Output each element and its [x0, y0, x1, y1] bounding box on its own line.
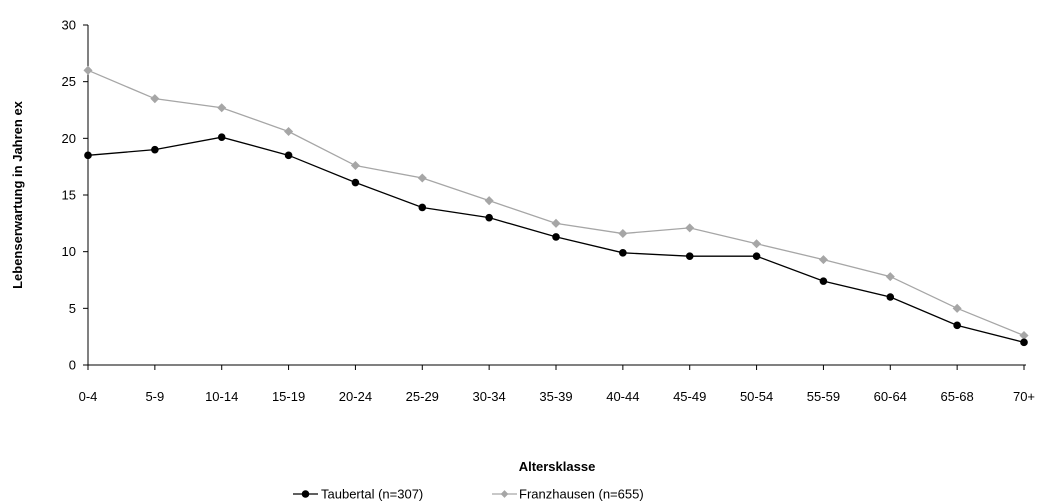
y-tick-label: 30: [62, 18, 76, 33]
series-layer: [83, 65, 1029, 347]
legend-label-taubertal: Taubertal (n=307): [321, 487, 423, 502]
data-point-taubertal: [819, 277, 828, 285]
y-ticks: 0 5 10 15 20 25 30: [62, 18, 88, 373]
data-point-franzhausen: [551, 218, 561, 228]
data-point-franzhausen: [1019, 331, 1029, 341]
data-point-taubertal: [284, 151, 293, 160]
y-tick-label: 25: [62, 74, 76, 89]
data-point-taubertal: [552, 233, 560, 241]
data-point-taubertal: [84, 151, 92, 160]
x-tick-label: 35-39: [539, 389, 572, 404]
data-point-franzhausen: [417, 173, 427, 183]
axes: [87, 25, 1026, 366]
y-tick-label: 15: [62, 188, 76, 203]
x-tick-label: 15-19: [272, 389, 305, 404]
legend-item-franzhausen: Franzhausen (n=655): [492, 487, 644, 502]
data-point-taubertal: [752, 252, 761, 260]
x-tick-label: 50-54: [740, 389, 773, 404]
data-point-franzhausen: [284, 127, 294, 137]
data-point-franzhausen: [952, 303, 962, 313]
data-point-franzhausen: [752, 239, 762, 249]
x-tick-label: 40-44: [606, 389, 639, 404]
legend-marker-taubertal: [301, 490, 310, 498]
data-point-taubertal: [886, 293, 895, 301]
x-tick-label: 10-14: [205, 389, 238, 404]
x-tick-label: 65-68: [941, 389, 974, 404]
data-point-franzhausen: [484, 196, 494, 206]
data-point-taubertal: [1020, 338, 1028, 347]
legend-label-franzhausen: Franzhausen (n=655): [519, 487, 644, 502]
data-point-taubertal: [351, 178, 360, 187]
y-tick-label: 10: [62, 244, 76, 259]
x-tick-label: 70+: [1013, 389, 1035, 404]
data-point-taubertal: [418, 203, 427, 212]
data-point-franzhausen: [217, 103, 227, 113]
data-point-taubertal: [953, 321, 961, 330]
data-point-taubertal: [217, 133, 226, 141]
x-axis-title: Altersklasse: [519, 459, 596, 474]
data-point-franzhausen: [83, 65, 93, 75]
data-point-franzhausen: [685, 223, 695, 233]
y-tick-label: 20: [62, 131, 76, 146]
data-point-franzhausen: [350, 161, 360, 171]
x-tick-label: 45-49: [673, 389, 706, 404]
legend-item-taubertal: Taubertal (n=307): [293, 487, 423, 502]
y-tick-label: 0: [69, 358, 76, 373]
x-tick-label: 25-29: [406, 389, 439, 404]
legend: Taubertal (n=307) Franzhausen (n=655): [293, 487, 644, 502]
legend-marker-franzhausen: [500, 490, 509, 498]
x-tick-label: 20-24: [339, 389, 372, 404]
x-tick-label: 0-4: [79, 389, 98, 404]
data-point-franzhausen: [150, 94, 160, 104]
data-point-taubertal: [151, 145, 159, 154]
data-point-franzhausen: [618, 229, 628, 239]
data-point-franzhausen: [818, 255, 828, 265]
data-point-franzhausen: [885, 272, 895, 282]
x-tick-label: 5-9: [145, 389, 164, 404]
x-tick-label: 55-59: [807, 389, 840, 404]
x-tick-label: 30-34: [473, 389, 506, 404]
data-point-taubertal: [485, 213, 493, 222]
y-tick-label: 5: [69, 301, 76, 316]
y-axis-title: Lebenserwartung in Jahren ex: [10, 100, 25, 289]
x-ticks: 0-4 5-9 10-14 15-19 20-24 25-29 30-34 35-39 40-4…: [79, 365, 1035, 404]
data-point-taubertal: [685, 252, 694, 260]
x-tick-label: 60-64: [874, 389, 907, 404]
data-point-taubertal: [619, 249, 627, 257]
